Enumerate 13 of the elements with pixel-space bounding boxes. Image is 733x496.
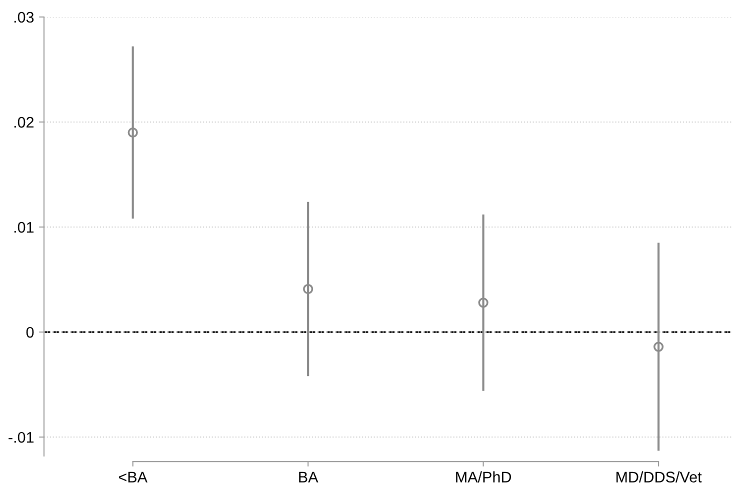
y-tick-label: .03 — [14, 12, 34, 23]
x-tick-label: <BA — [118, 472, 148, 482]
point — [478, 298, 488, 308]
y-tick-label: 0 — [26, 326, 34, 338]
point — [128, 127, 138, 138]
y-tick-label: .02 — [14, 116, 34, 128]
y-tick-label: -.01 — [8, 432, 34, 443]
x-tick-label: MA/PhD — [456, 471, 512, 482]
point — [653, 342, 664, 352]
x-tick-label: BA — [299, 472, 318, 482]
point — [303, 284, 314, 294]
y-tick-label: .01 — [14, 222, 34, 233]
x-tick-label: MD/DDS/Vet — [616, 471, 702, 482]
